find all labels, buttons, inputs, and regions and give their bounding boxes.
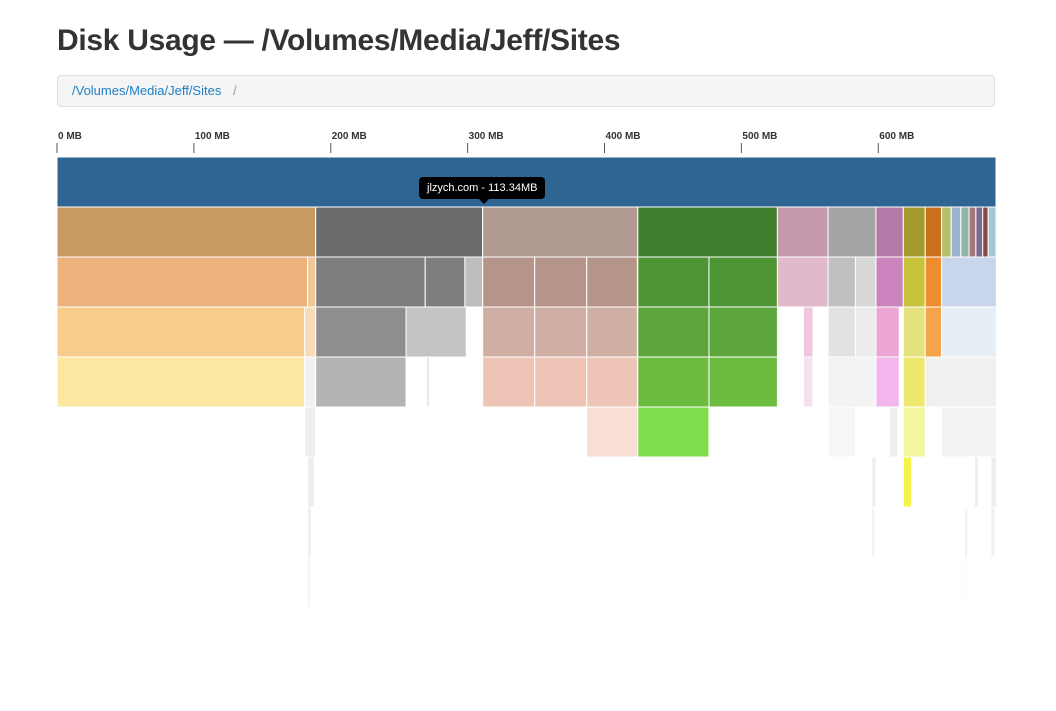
folder-cell[interactable] xyxy=(924,306,943,358)
folder-cell[interactable] xyxy=(827,306,856,358)
folder-cell[interactable] xyxy=(924,206,943,258)
folder-cell[interactable] xyxy=(304,406,317,458)
folder-cell[interactable] xyxy=(975,206,984,258)
folder-cell[interactable] xyxy=(982,206,989,258)
folder-cell[interactable] xyxy=(315,256,426,308)
folder-cell[interactable] xyxy=(941,406,997,458)
folder-cell[interactable] xyxy=(941,206,952,258)
hover-tooltip: jlzych.com - 113.34MB xyxy=(419,177,546,204)
folder-cell[interactable] xyxy=(941,256,997,308)
folder-cell[interactable] xyxy=(902,306,926,358)
folder-cell[interactable] xyxy=(637,306,710,358)
folder-cell[interactable] xyxy=(482,206,639,258)
folder-cell[interactable] xyxy=(708,256,778,308)
folder-cell[interactable] xyxy=(902,356,926,408)
folder-cell[interactable] xyxy=(968,206,977,258)
folder-cell[interactable] xyxy=(534,356,588,408)
folder-cell[interactable] xyxy=(637,206,778,258)
folder-cell[interactable] xyxy=(889,406,899,458)
folder-cell[interactable] xyxy=(827,206,877,258)
folder-cell[interactable] xyxy=(306,256,317,308)
folder-cell[interactable] xyxy=(586,306,638,358)
folder-cell[interactable] xyxy=(405,306,467,358)
folder-cell[interactable] xyxy=(854,306,877,358)
folder-cell[interactable] xyxy=(776,256,829,308)
folder-cell[interactable] xyxy=(924,256,943,308)
folder-cell[interactable] xyxy=(56,206,317,258)
folder-cell[interactable] xyxy=(875,306,900,358)
folder-cell[interactable] xyxy=(990,506,996,558)
folder-cell[interactable] xyxy=(306,556,311,608)
folder-cell[interactable] xyxy=(586,356,638,408)
axis-tick-label: 500 MB xyxy=(742,131,777,142)
folder-cell[interactable] xyxy=(902,406,926,458)
folder-cell[interactable] xyxy=(902,206,926,258)
axis-tick-label: 300 MB xyxy=(469,131,504,142)
folder-cell[interactable] xyxy=(586,256,638,308)
folder-cell[interactable] xyxy=(875,256,904,308)
folder-cell[interactable] xyxy=(534,306,588,358)
axis-tick-label: 600 MB xyxy=(879,131,914,142)
folder-cell[interactable] xyxy=(56,256,308,308)
folder-cells xyxy=(56,156,997,608)
folder-cell[interactable] xyxy=(482,356,536,408)
folder-cell[interactable] xyxy=(315,306,407,358)
folder-cell[interactable] xyxy=(990,456,997,508)
folder-cell[interactable] xyxy=(871,506,876,558)
folder-cell[interactable] xyxy=(854,256,877,308)
folder-cell[interactable] xyxy=(871,456,877,508)
folder-cell[interactable] xyxy=(708,356,778,408)
folder-cell[interactable] xyxy=(964,506,969,558)
folder-cell[interactable] xyxy=(802,306,814,358)
folder-cell[interactable] xyxy=(482,256,536,308)
folder-cell[interactable] xyxy=(306,506,313,558)
folder-cell[interactable] xyxy=(482,306,536,358)
folder-cell[interactable] xyxy=(534,256,588,308)
folder-cell[interactable] xyxy=(902,456,913,508)
folder-cell[interactable] xyxy=(708,306,778,358)
axis-tick-label: 200 MB xyxy=(332,131,367,142)
folder-cell[interactable] xyxy=(304,306,317,358)
folder-cell[interactable] xyxy=(941,306,997,358)
folder-cell[interactable] xyxy=(974,456,980,508)
folder-cell[interactable] xyxy=(426,356,430,408)
axis-tick-label: 0 MB xyxy=(58,131,82,142)
folder-cell[interactable] xyxy=(950,206,962,258)
folder-cell[interactable] xyxy=(924,356,997,408)
folder-cell[interactable] xyxy=(875,206,904,258)
folder-cell[interactable] xyxy=(776,206,829,258)
folder-cell[interactable] xyxy=(964,556,967,608)
breadcrumb-separator: / xyxy=(232,83,237,98)
page-title: Disk Usage — /Volumes/Media/Jeff/Sites xyxy=(57,24,621,57)
folder-cell[interactable] xyxy=(637,256,710,308)
folder-cell[interactable] xyxy=(424,256,466,308)
folder-cell[interactable] xyxy=(637,356,710,408)
folder-cell[interactable] xyxy=(315,356,407,408)
folder-cell[interactable] xyxy=(960,206,970,258)
size-axis: 0 MB 100 MB 200 MB 300 MB 400 MB 500 MB 600 MB xyxy=(56,131,914,153)
breadcrumb-link-sites[interactable]: /Volumes/Media/Jeff/Sites xyxy=(72,83,222,98)
folder-cell[interactable] xyxy=(56,306,306,358)
folder-cell[interactable] xyxy=(464,256,484,308)
folder-cell[interactable] xyxy=(902,256,926,308)
folder-cell[interactable] xyxy=(637,406,710,458)
folder-cell[interactable] xyxy=(56,356,306,408)
axis-tick-label: 100 MB xyxy=(195,131,230,142)
folder-cell[interactable] xyxy=(315,206,484,258)
folder-cell[interactable] xyxy=(802,356,814,408)
folder-cell[interactable] xyxy=(875,356,900,408)
folder-cell[interactable] xyxy=(306,456,315,508)
axis-tick-label: 400 MB xyxy=(606,131,641,142)
folder-cell[interactable] xyxy=(827,356,877,408)
folder-cell[interactable] xyxy=(827,406,856,458)
folder-cell[interactable] xyxy=(304,356,317,408)
folder-cell[interactable] xyxy=(586,406,638,458)
folder-cell[interactable] xyxy=(987,206,997,258)
breadcrumb: /Volumes/Media/Jeff/Sites / xyxy=(57,75,995,107)
folder-cell[interactable] xyxy=(827,256,856,308)
